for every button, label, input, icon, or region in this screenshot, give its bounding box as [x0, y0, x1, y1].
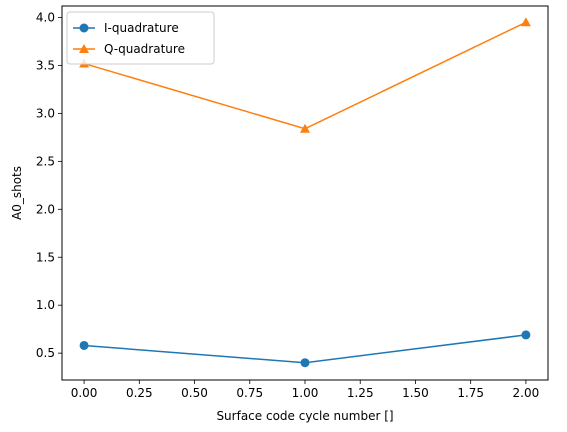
legend-marker-circle: [79, 23, 89, 33]
plot-area: [61, 5, 549, 381]
x-axis-label: Surface code cycle number []: [216, 409, 393, 423]
y-axis: 0.5 1.0 1.5 2.0 2.5 3.0 3.5 4.0: [36, 11, 62, 360]
x-tick-label: 0.00: [71, 386, 98, 400]
x-tick-label: 0.25: [126, 386, 153, 400]
series-layer: [79, 17, 531, 368]
legend: I-quadrature Q-quadrature: [66, 11, 215, 65]
legend-box: [66, 11, 215, 65]
x-tick-label: 0.75: [236, 386, 263, 400]
x-tick-label: 1.75: [457, 386, 484, 400]
data-point-circle: [79, 340, 89, 350]
y-tick-label: 3.5: [36, 58, 55, 72]
legend-label-q: Q-quadrature: [104, 42, 185, 56]
data-point-circle: [521, 330, 531, 340]
data-point-triangle: [520, 17, 531, 27]
data-point-circle: [300, 358, 310, 368]
y-tick-label: 3.0: [36, 106, 55, 120]
y-tick-label: 1.5: [36, 250, 55, 264]
x-tick-label: 2.00: [513, 386, 540, 400]
y-tick-label: 2.0: [36, 202, 55, 216]
x-axis: 0.00 0.25 0.50 0.75 1.00 1.25 1.50 1.75 2.00: [71, 380, 540, 400]
y-tick-label: 0.5: [36, 346, 55, 360]
x-tick-label: 1.25: [347, 386, 374, 400]
legend-marker-triangle: [79, 44, 89, 53]
data-point-triangle: [300, 123, 310, 133]
y-tick-label: 2.5: [36, 154, 55, 168]
x-tick-label: 1.00: [292, 386, 319, 400]
legend-label-i: I-quadrature: [104, 21, 179, 35]
y-tick-label: 4.0: [36, 11, 55, 25]
y-tick-label: 1.0: [36, 298, 55, 312]
x-tick-label: 1.50: [402, 386, 429, 400]
x-tick-label: 0.50: [181, 386, 208, 400]
y-axis-label: A0_shots: [10, 166, 24, 220]
